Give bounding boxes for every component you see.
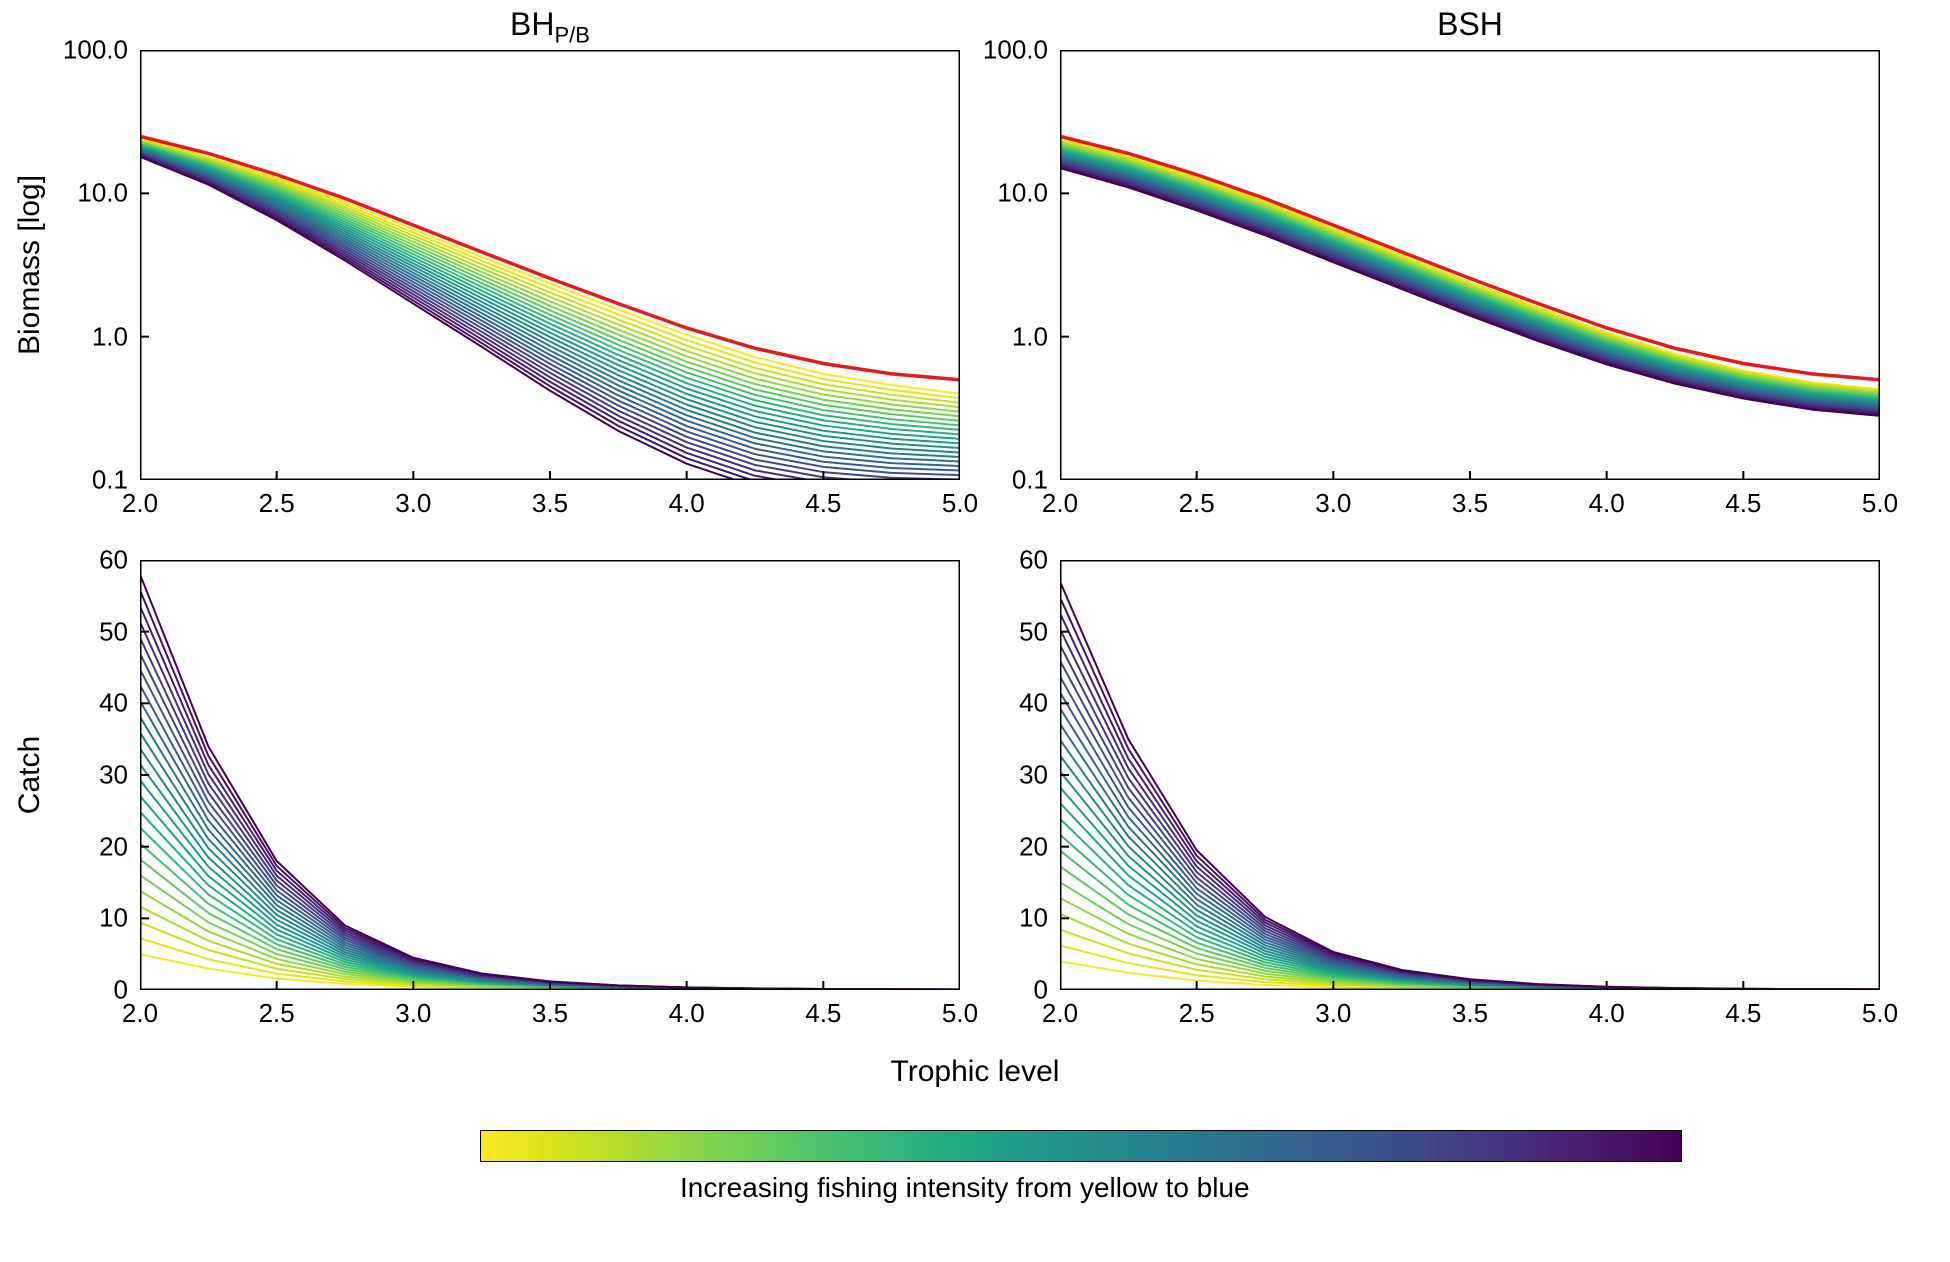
- xtick-label: 3.0: [1315, 488, 1351, 519]
- xtick-label: 4.0: [669, 998, 705, 1029]
- xtick-label: 3.5: [1452, 488, 1488, 519]
- ytick-label: 10.0: [77, 178, 128, 209]
- ytick-label: 100.0: [63, 35, 128, 66]
- xtick-label: 4.0: [1589, 998, 1625, 1029]
- panel-catch-bh: [140, 560, 960, 990]
- ytick-label: 30: [1019, 760, 1048, 791]
- ytick-label: 0.1: [1012, 465, 1048, 496]
- xtick-label: 4.5: [1725, 998, 1761, 1029]
- ytick-label: 10.0: [997, 178, 1048, 209]
- ytick-label: 1.0: [1012, 321, 1048, 352]
- panel-catch-bsh: [1060, 560, 1880, 990]
- ytick-label: 60: [1019, 545, 1048, 576]
- panel-biomass-bsh: [1060, 50, 1880, 480]
- xtick-label: 2.5: [259, 998, 295, 1029]
- ytick-label: 1.0: [92, 321, 128, 352]
- xtick-label: 2.5: [1179, 488, 1215, 519]
- colorbar-label: Increasing fishing intensity from yellow…: [680, 1172, 1250, 1204]
- xtick-label: 4.0: [669, 488, 705, 519]
- ytick-label: 40: [99, 688, 128, 719]
- ytick-label: 60: [99, 545, 128, 576]
- panel-biomass-bh: [140, 50, 960, 480]
- ytick-label: 10: [1019, 903, 1048, 934]
- xtick-label: 2.5: [259, 488, 295, 519]
- xtick-label: 3.0: [395, 998, 431, 1029]
- ytick-label: 100.0: [983, 35, 1048, 66]
- xtick-label: 4.0: [1589, 488, 1625, 519]
- xtick-label: 3.5: [1452, 998, 1488, 1029]
- ytick-label: 30: [99, 760, 128, 791]
- xtick-label: 5.0: [1862, 488, 1898, 519]
- ytick-label: 20: [1019, 831, 1048, 862]
- ylabel-biomass: Biomass [log]: [13, 175, 47, 355]
- xtick-label: 3.0: [395, 488, 431, 519]
- ytick-label: 10: [99, 903, 128, 934]
- ytick-label: 20: [99, 831, 128, 862]
- xtick-label: 5.0: [1862, 998, 1898, 1029]
- xtick-label: 5.0: [942, 998, 978, 1029]
- ylabel-catch: Catch: [13, 736, 47, 814]
- panel-title-right: BSH: [1060, 6, 1880, 43]
- xtick-label: 3.5: [532, 488, 568, 519]
- xtick-label: 4.5: [805, 488, 841, 519]
- xtick-label: 3.5: [532, 998, 568, 1029]
- figure-root: BHP/B BSH Biomass [log] Catch Trophic le…: [0, 0, 1950, 1262]
- ytick-label: 0.1: [92, 465, 128, 496]
- colorbar: [480, 1130, 1682, 1162]
- xtick-label: 4.5: [1725, 488, 1761, 519]
- ytick-label: 40: [1019, 688, 1048, 719]
- ytick-label: 50: [99, 616, 128, 647]
- ytick-label: 0: [1034, 975, 1048, 1006]
- ytick-label: 50: [1019, 616, 1048, 647]
- xtick-label: 4.5: [805, 998, 841, 1029]
- xtick-label: 5.0: [942, 488, 978, 519]
- xtick-label: 2.5: [1179, 998, 1215, 1029]
- panel-title-left: BHP/B: [140, 6, 960, 48]
- xlabel-trophic: Trophic level: [891, 1055, 1060, 1089]
- xtick-label: 3.0: [1315, 998, 1351, 1029]
- ytick-label: 0: [114, 975, 128, 1006]
